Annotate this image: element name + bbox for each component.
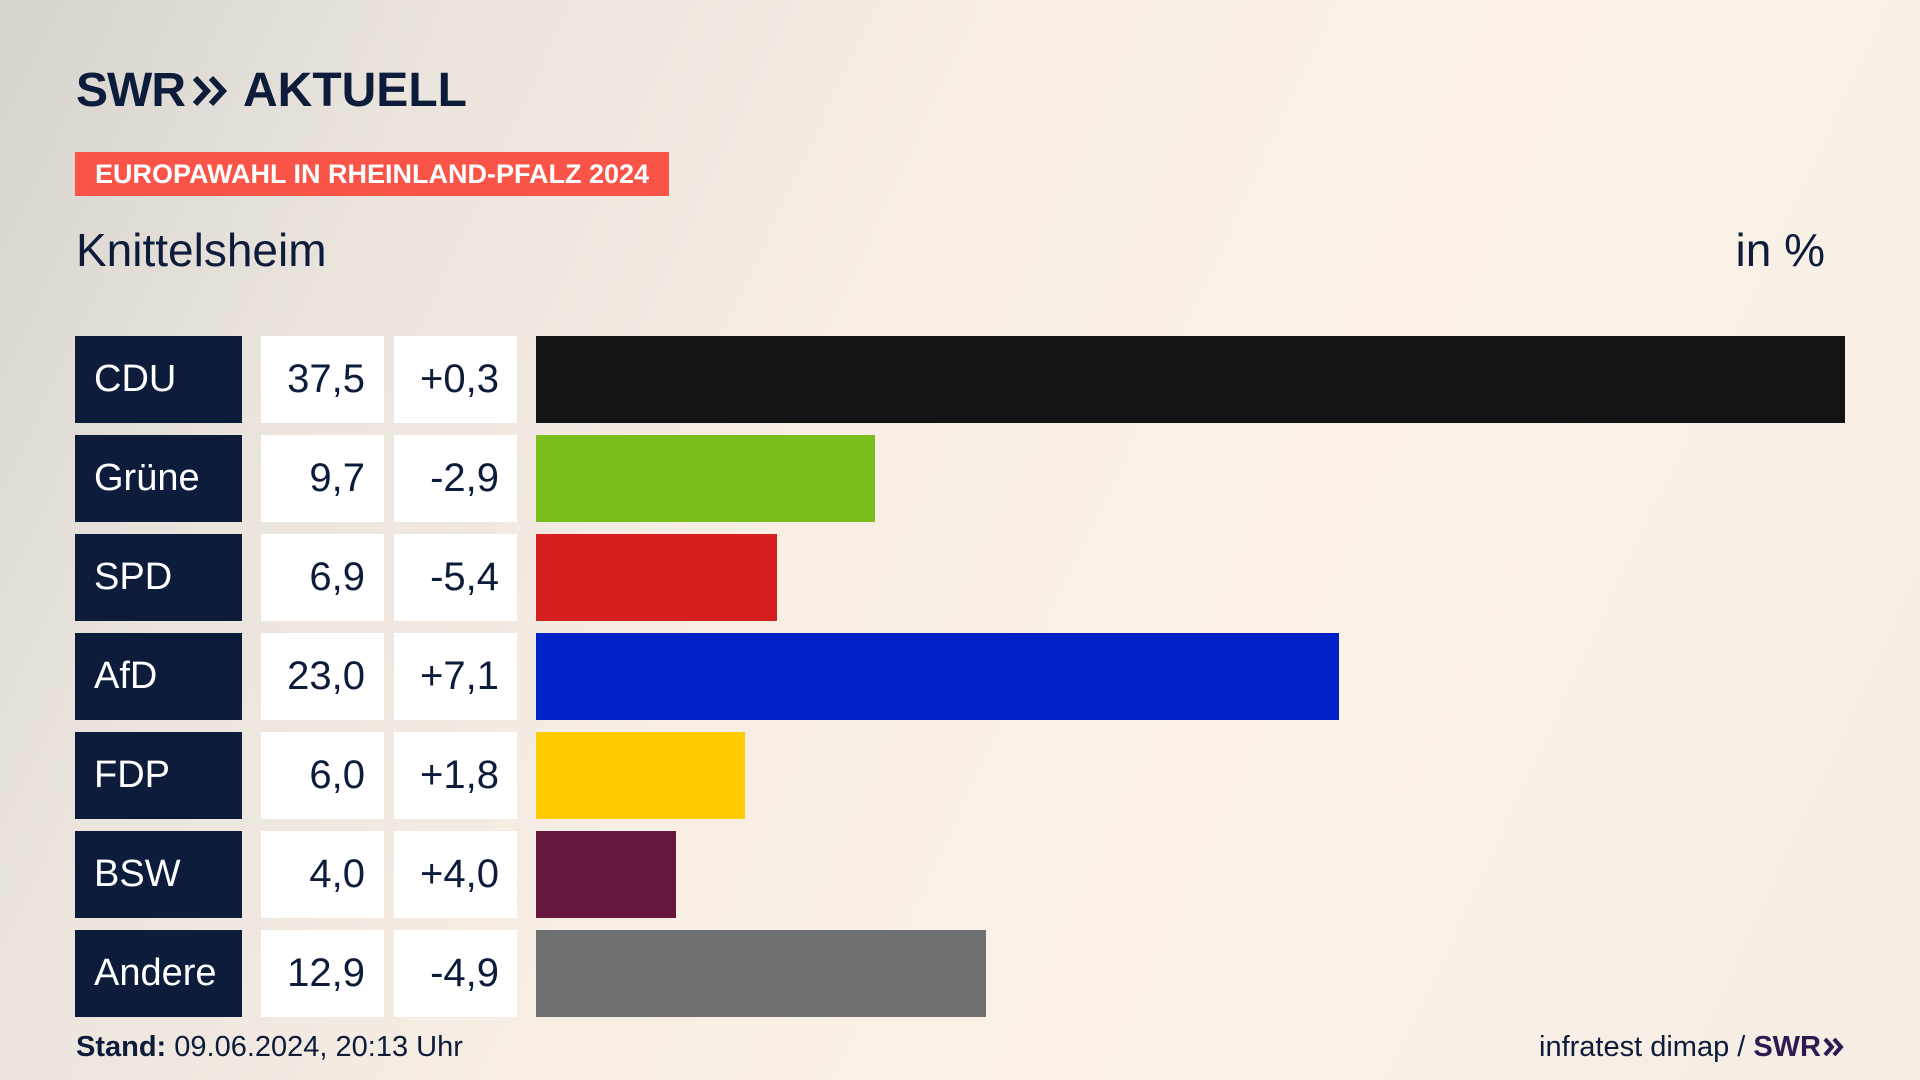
party-label: Grüne (75, 435, 242, 522)
chart-row: CDU 37,5 +0,3 (75, 336, 1845, 423)
vote-share-label: 23,0 (261, 633, 384, 720)
result-bar (536, 930, 986, 1017)
source-brand: SWR (1753, 1031, 1821, 1063)
chart-row: FDP 6,0 +1,8 (75, 732, 1845, 819)
result-bar (536, 633, 1339, 720)
result-bar (536, 831, 676, 918)
vote-share-label: 12,9 (261, 930, 384, 1017)
chart-row: BSW 4,0 +4,0 (75, 831, 1845, 918)
swr-aktuell-logo: SWR AKTUELL (76, 66, 467, 116)
source-credit: infratest dimap / SWR (1539, 1030, 1845, 1064)
result-bar (536, 435, 875, 522)
double-chevron-right-icon (192, 75, 228, 107)
vote-share-label: 6,9 (261, 534, 384, 621)
election-badge: EUROPAWAHL IN RHEINLAND-PFALZ 2024 (75, 152, 670, 196)
vote-change-label: +4,0 (394, 831, 517, 918)
timestamp: Stand: 09.06.2024, 20:13 Uhr (76, 1030, 463, 1064)
stand-label: Stand: (76, 1031, 167, 1063)
logo-brand: SWR (76, 64, 186, 117)
place-title: Knittelsheim (76, 224, 327, 276)
chart-row: Grüne 9,7 -2,9 (75, 435, 1845, 522)
vote-change-label: +7,1 (394, 633, 517, 720)
party-label: FDP (75, 732, 242, 819)
vote-share-label: 4,0 (261, 831, 384, 918)
party-label: CDU (75, 336, 242, 423)
vote-share-label: 37,5 (261, 336, 384, 423)
vote-change-label: +1,8 (394, 732, 517, 819)
vote-change-label: -4,9 (394, 930, 517, 1017)
double-chevron-right-icon (1823, 1037, 1844, 1057)
party-label: AfD (75, 633, 242, 720)
logo-section: AKTUELL (242, 64, 467, 117)
source-text: infratest dimap / (1539, 1031, 1746, 1063)
vote-share-label: 9,7 (261, 435, 384, 522)
party-label: BSW (75, 831, 242, 918)
result-bar (536, 534, 777, 621)
vote-change-label: +0,3 (394, 336, 517, 423)
chart-row: AfD 23,0 +7,1 (75, 633, 1845, 720)
source-brand-logo: SWR (1753, 1030, 1845, 1064)
result-bar (536, 732, 745, 819)
vote-change-label: -2,9 (394, 435, 517, 522)
vote-change-label: -5,4 (394, 534, 517, 621)
result-bar (536, 336, 1845, 423)
chart-row: SPD 6,9 -5,4 (75, 534, 1845, 621)
vote-share-label: 6,0 (261, 732, 384, 819)
stand-value: 09.06.2024, 20:13 Uhr (174, 1031, 463, 1063)
party-label: Andere (75, 930, 242, 1017)
chart-row: Andere 12,9 -4,9 (75, 930, 1845, 1017)
party-label: SPD (75, 534, 242, 621)
unit-label: in % (1735, 224, 1825, 276)
